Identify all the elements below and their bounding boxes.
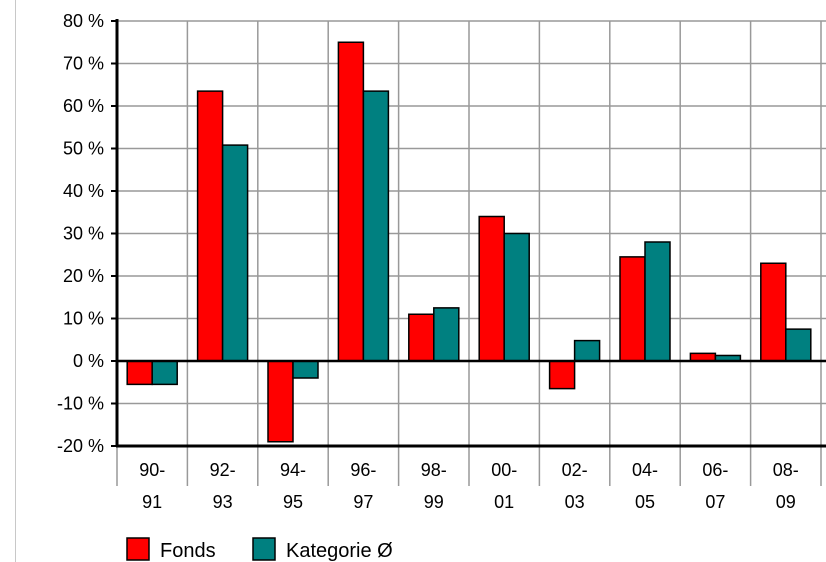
bar-fonds-0 <box>126 360 153 386</box>
chart-frame <box>15 0 826 562</box>
x-tick-label: 00- <box>491 460 517 480</box>
x-tick-label: 91 <box>142 492 162 512</box>
bar-fonds-2 <box>267 360 294 443</box>
bar-kategorie--0 <box>151 360 178 386</box>
x-tick-label: 03 <box>565 492 585 512</box>
bar-fonds-9 <box>760 262 787 362</box>
bar-kategorie--3 <box>362 90 390 362</box>
x-tick-label: 93 <box>213 492 233 512</box>
bars <box>126 41 812 443</box>
x-tick-label: 98- <box>421 460 447 480</box>
y-tick-label: 80 % <box>63 11 104 31</box>
bar-kategorie--6 <box>573 339 601 362</box>
y-tick-label: 60 % <box>63 96 104 116</box>
x-tick-label: 09 <box>776 492 796 512</box>
x-tick-label: 94- <box>280 460 306 480</box>
y-tick-label: 40 % <box>63 181 104 201</box>
x-tick-label: 90- <box>139 460 165 480</box>
y-tick-label: 30 % <box>63 224 104 244</box>
y-tick-label: 10 % <box>63 309 104 329</box>
y-tick-label: -20 % <box>57 436 104 456</box>
bar-kategorie--1 <box>221 144 249 362</box>
x-tick-label: 99 <box>424 492 444 512</box>
x-tick-label: 04- <box>632 460 658 480</box>
legend-label: Kategorie Ø <box>286 540 393 562</box>
legend-label: Fonds <box>160 540 216 562</box>
x-tick-label: 01 <box>494 492 514 512</box>
bar-kategorie--9 <box>785 328 812 362</box>
bar-fonds-5 <box>478 215 505 362</box>
bar-kategorie--7 <box>644 241 671 362</box>
bar-fonds-6 <box>548 360 576 390</box>
legend-swatch <box>252 537 276 561</box>
axes <box>111 19 826 448</box>
y-tick-label: 20 % <box>63 266 104 286</box>
x-tick-label: 08- <box>773 460 799 480</box>
bar-fonds-4 <box>408 313 435 362</box>
y-tick-labels: 80 % 70 % 60 % 50 % 40 % 30 % 20 % 10 % 0 % -10 %… <box>57 11 104 456</box>
y-tick-label: 0 % <box>73 351 104 371</box>
x-tick-label: 05 <box>635 492 655 512</box>
bar-fonds-1 <box>196 90 224 362</box>
x-tick-label: 92- <box>210 460 236 480</box>
y-tick-label: 70 % <box>63 54 104 74</box>
bar-kategorie--5 <box>503 232 530 362</box>
x-tick-labels: 90- 91 92- 93 94- 95 96- 97 98- 99 00- 01 02- 03 04- 05… <box>139 460 799 512</box>
x-tick-label: 97 <box>353 492 373 512</box>
legend: Fonds Kategorie Ø <box>126 537 393 562</box>
bar-kategorie--4 <box>433 307 460 362</box>
bar-kategorie--2 <box>292 360 319 379</box>
bar-fonds-3 <box>337 41 365 362</box>
x-tick-label: 96- <box>350 460 376 480</box>
x-tick-label: 06- <box>702 460 728 480</box>
x-tick-label: 07 <box>705 492 725 512</box>
y-tick-label: -10 % <box>57 394 104 414</box>
bar-fonds-7 <box>619 256 646 362</box>
x-tick-label: 02- <box>562 460 588 480</box>
y-tick-label: 50 % <box>63 139 104 159</box>
x-tick-label: 95 <box>283 492 303 512</box>
legend-swatch <box>126 537 150 561</box>
